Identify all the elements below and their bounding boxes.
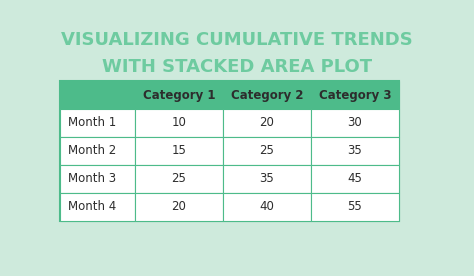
Text: WITH STACKED AREA PLOT: WITH STACKED AREA PLOT <box>102 58 372 76</box>
Text: Month 1: Month 1 <box>68 116 116 129</box>
Text: Category 3: Category 3 <box>319 89 391 102</box>
FancyBboxPatch shape <box>135 137 223 165</box>
FancyBboxPatch shape <box>135 81 223 109</box>
Text: Month 4: Month 4 <box>68 200 116 214</box>
Text: 25: 25 <box>260 145 274 158</box>
Text: 35: 35 <box>260 172 274 185</box>
FancyBboxPatch shape <box>135 193 223 221</box>
FancyBboxPatch shape <box>135 165 223 193</box>
Text: 15: 15 <box>172 145 186 158</box>
Text: 20: 20 <box>172 200 186 214</box>
FancyBboxPatch shape <box>60 109 135 137</box>
FancyBboxPatch shape <box>223 193 311 221</box>
FancyBboxPatch shape <box>223 109 311 137</box>
FancyBboxPatch shape <box>311 137 399 165</box>
FancyBboxPatch shape <box>223 81 311 109</box>
Text: Month 3: Month 3 <box>68 172 116 185</box>
Text: Category 1: Category 1 <box>143 89 215 102</box>
Text: VISUALIZING CUMULATIVE TRENDS: VISUALIZING CUMULATIVE TRENDS <box>61 31 413 49</box>
Text: Month 2: Month 2 <box>68 145 116 158</box>
FancyBboxPatch shape <box>311 165 399 193</box>
Text: 35: 35 <box>347 145 363 158</box>
FancyBboxPatch shape <box>135 109 223 137</box>
Text: Category 2: Category 2 <box>231 89 303 102</box>
FancyBboxPatch shape <box>311 109 399 137</box>
FancyBboxPatch shape <box>60 165 135 193</box>
Text: 30: 30 <box>347 116 363 129</box>
FancyBboxPatch shape <box>60 81 399 221</box>
Text: 20: 20 <box>260 116 274 129</box>
FancyBboxPatch shape <box>223 165 311 193</box>
FancyBboxPatch shape <box>60 193 135 221</box>
Text: 55: 55 <box>347 200 363 214</box>
FancyBboxPatch shape <box>60 137 135 165</box>
Text: 40: 40 <box>260 200 274 214</box>
Text: 25: 25 <box>172 172 186 185</box>
FancyBboxPatch shape <box>223 137 311 165</box>
FancyBboxPatch shape <box>60 81 135 109</box>
FancyBboxPatch shape <box>311 81 399 109</box>
FancyBboxPatch shape <box>311 193 399 221</box>
Text: 10: 10 <box>172 116 186 129</box>
Text: 45: 45 <box>347 172 363 185</box>
